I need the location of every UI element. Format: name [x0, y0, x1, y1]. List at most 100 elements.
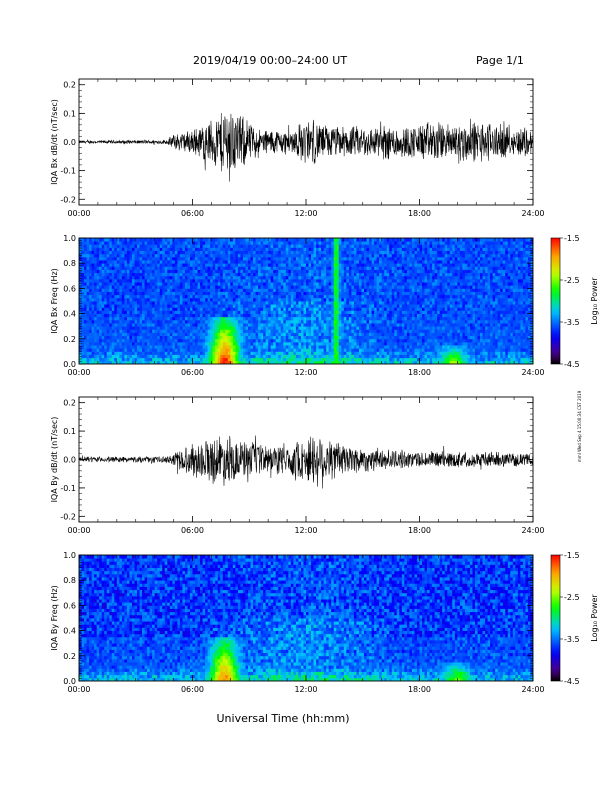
- spectrogram-cell: [187, 256, 191, 261]
- spectrogram-cell: [169, 256, 173, 261]
- spectrogram-cell: [114, 341, 118, 346]
- spectrogram-cell: [273, 360, 277, 364]
- spectrogram-cell: [311, 275, 314, 280]
- spectrogram-cell: [137, 247, 140, 251]
- spectrogram-cell: [210, 256, 214, 261]
- spectrogram-cell: [126, 253, 130, 258]
- spectrogram-cell: [202, 319, 206, 324]
- spectrogram-cell: [358, 348, 362, 352]
- spectrogram-cell: [326, 285, 330, 289]
- spectrogram-cell: [96, 285, 100, 289]
- spectrogram-cell: [124, 263, 128, 267]
- spectrogram-cell: [346, 329, 350, 333]
- spectrogram-cell: [328, 297, 332, 302]
- spectrogram-cell: [129, 354, 133, 359]
- spectrogram-cell: [374, 263, 378, 267]
- spectrogram-cell: [374, 326, 378, 330]
- spectrogram-cell: [94, 348, 98, 352]
- spectrogram-cell: [195, 332, 198, 337]
- spectrogram-cell: [303, 260, 307, 264]
- spectrogram-cell: [376, 341, 380, 346]
- spectrogram-cell: [336, 360, 340, 364]
- spectrogram-cell: [121, 304, 125, 308]
- spectrogram-cell: [341, 329, 345, 333]
- spectrogram-cell: [86, 313, 90, 318]
- spectrogram-cell: [179, 304, 183, 308]
- spectrogram-cell: [154, 323, 158, 327]
- spectrogram-cell: [162, 238, 166, 242]
- spectrogram-cell: [240, 338, 244, 343]
- spectrogram-cell: [222, 338, 226, 343]
- spectrogram-cell: [99, 269, 103, 274]
- spectrogram-cell: [202, 253, 206, 258]
- spectrogram-cell: [336, 354, 340, 359]
- spectrogram-cell: [104, 241, 108, 245]
- spectrogram-cell: [124, 335, 128, 340]
- spectrogram-cell: [162, 263, 166, 267]
- spectrogram-cell: [179, 323, 183, 327]
- spectrogram-cell: [116, 250, 120, 255]
- spectrogram-cell: [116, 241, 120, 245]
- spectrogram-cell: [235, 269, 239, 274]
- spectrogram-cell: [212, 332, 216, 337]
- spectrogram-cell: [94, 278, 98, 283]
- spectrogram-cell: [96, 266, 100, 270]
- spectrogram-cell: [81, 354, 85, 359]
- spectrogram-cell: [230, 316, 234, 321]
- spectrogram-cell: [353, 341, 357, 346]
- spectrogram-cell: [346, 354, 350, 359]
- spectrogram-cell: [353, 253, 357, 258]
- spectrogram-cell: [351, 323, 355, 327]
- spectrogram-cell: [202, 313, 206, 318]
- spectrogram-cell: [89, 316, 93, 321]
- spectrogram-cell: [184, 351, 188, 355]
- spectrogram-cell: [192, 291, 196, 296]
- spectrogram-cell: [258, 301, 261, 305]
- spectrogram-cell: [187, 323, 191, 327]
- spectrogram-cell: [177, 341, 181, 346]
- x-tick-label: 24:00: [521, 209, 544, 218]
- spectrogram-cell: [119, 351, 123, 355]
- spectrogram-cell: [114, 301, 118, 305]
- spectrogram-cell: [195, 304, 198, 308]
- spectrogram-cell: [283, 250, 287, 255]
- spectrogram-cell: [129, 326, 133, 330]
- spectrogram-cell: [356, 260, 360, 264]
- spectrogram-cell: [149, 307, 153, 311]
- spectrogram-cell: [134, 247, 138, 251]
- spectrogram-cell: [159, 256, 163, 261]
- spectrogram-cell: [268, 332, 272, 337]
- spectrogram-cell: [172, 253, 176, 258]
- spectrogram-cell: [313, 304, 317, 308]
- spectrogram-cell: [212, 351, 216, 355]
- spectrogram-cell: [81, 238, 85, 242]
- spectrogram-cell: [260, 332, 264, 337]
- spectrogram-cell: [379, 357, 383, 362]
- spectrogram-cell: [341, 332, 345, 337]
- spectrogram-cell: [283, 285, 287, 289]
- spectrogram-cell: [237, 338, 241, 343]
- spectrogram-cell: [268, 256, 272, 261]
- spectrogram-cell: [157, 238, 161, 242]
- spectrogram-cell: [210, 313, 214, 318]
- spectrogram-cell: [275, 332, 279, 337]
- spectrogram-cell: [237, 260, 241, 264]
- spectrogram-cell: [311, 241, 314, 245]
- spectrogram-cell: [174, 269, 178, 274]
- spectrogram-cell: [346, 313, 350, 318]
- spectrogram-cell: [298, 329, 302, 333]
- spectrogram-cell: [169, 278, 173, 283]
- spectrogram-cell: [283, 291, 287, 296]
- spectrogram-cell: [326, 263, 330, 267]
- spectrogram-cell: [303, 272, 307, 277]
- spectrogram-cell: [104, 319, 108, 324]
- spectrogram-cell: [109, 304, 113, 308]
- spectrogram-cell: [326, 269, 330, 274]
- spectrogram-cell: [245, 263, 249, 267]
- spectrogram-cell: [253, 278, 256, 283]
- spectrogram-cell: [84, 275, 87, 280]
- spectrogram-cell: [121, 241, 125, 245]
- spectrogram-cell: [126, 278, 130, 283]
- spectrogram-cell: [343, 297, 347, 302]
- spectrogram-cell: [104, 275, 108, 280]
